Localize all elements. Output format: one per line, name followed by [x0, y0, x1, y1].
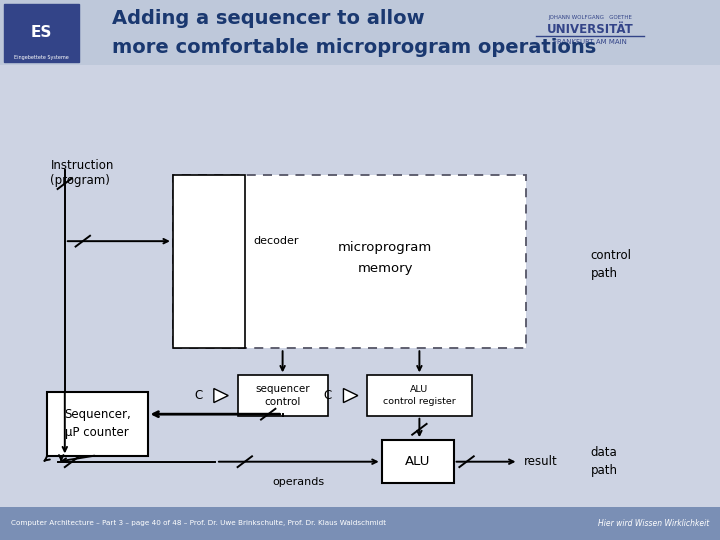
Text: ALU
control register: ALU control register [383, 385, 456, 406]
Text: ES: ES [30, 25, 52, 40]
Polygon shape [343, 388, 358, 403]
Text: JOHANN WOLFGANG   GOETHE: JOHANN WOLFGANG GOETHE [549, 15, 632, 20]
Text: C: C [194, 389, 202, 402]
Text: Sequencer,
μP counter: Sequencer, μP counter [64, 408, 130, 440]
Bar [47, 392, 148, 456]
Text: control
path: control path [590, 249, 631, 280]
Text: operands: operands [273, 477, 325, 487]
Text: more comfortable microprogram operations: more comfortable microprogram operations [112, 38, 596, 57]
Text: C: C [323, 389, 332, 402]
Text: data
path: data path [590, 446, 618, 477]
Text: Adding a sequencer to allow: Adding a sequencer to allow [112, 9, 424, 29]
Bar [173, 176, 526, 348]
Text: sequencer
control: sequencer control [256, 384, 310, 407]
Bar [238, 375, 328, 416]
Text: result: result [523, 455, 557, 468]
Bar [4, 4, 79, 62]
Text: Eingebettete Systeme: Eingebettete Systeme [14, 55, 68, 60]
Text: microprogram
memory: microprogram memory [338, 241, 432, 275]
Text: Computer Architecture – Part 3 – page 40 of 48 – Prof. Dr. Uwe Brinkschulte, Pro: Computer Architecture – Part 3 – page 40… [11, 520, 386, 526]
Polygon shape [214, 388, 228, 403]
Text: decoder: decoder [253, 236, 299, 246]
Bar [0, 0, 720, 65]
Bar [0, 507, 720, 540]
Text: Instruction
(program): Instruction (program) [50, 159, 114, 187]
Text: Hier wird Wissen Wirklichkeit: Hier wird Wissen Wirklichkeit [598, 519, 709, 528]
Bar [367, 375, 472, 416]
Bar [173, 176, 245, 348]
Text: ALU: ALU [405, 455, 431, 468]
Bar [382, 440, 454, 483]
Text: UNIVERSITÄT: UNIVERSITÄT [547, 23, 634, 36]
Text: FRANKFURT AM MAIN: FRANKFURT AM MAIN [554, 39, 627, 45]
